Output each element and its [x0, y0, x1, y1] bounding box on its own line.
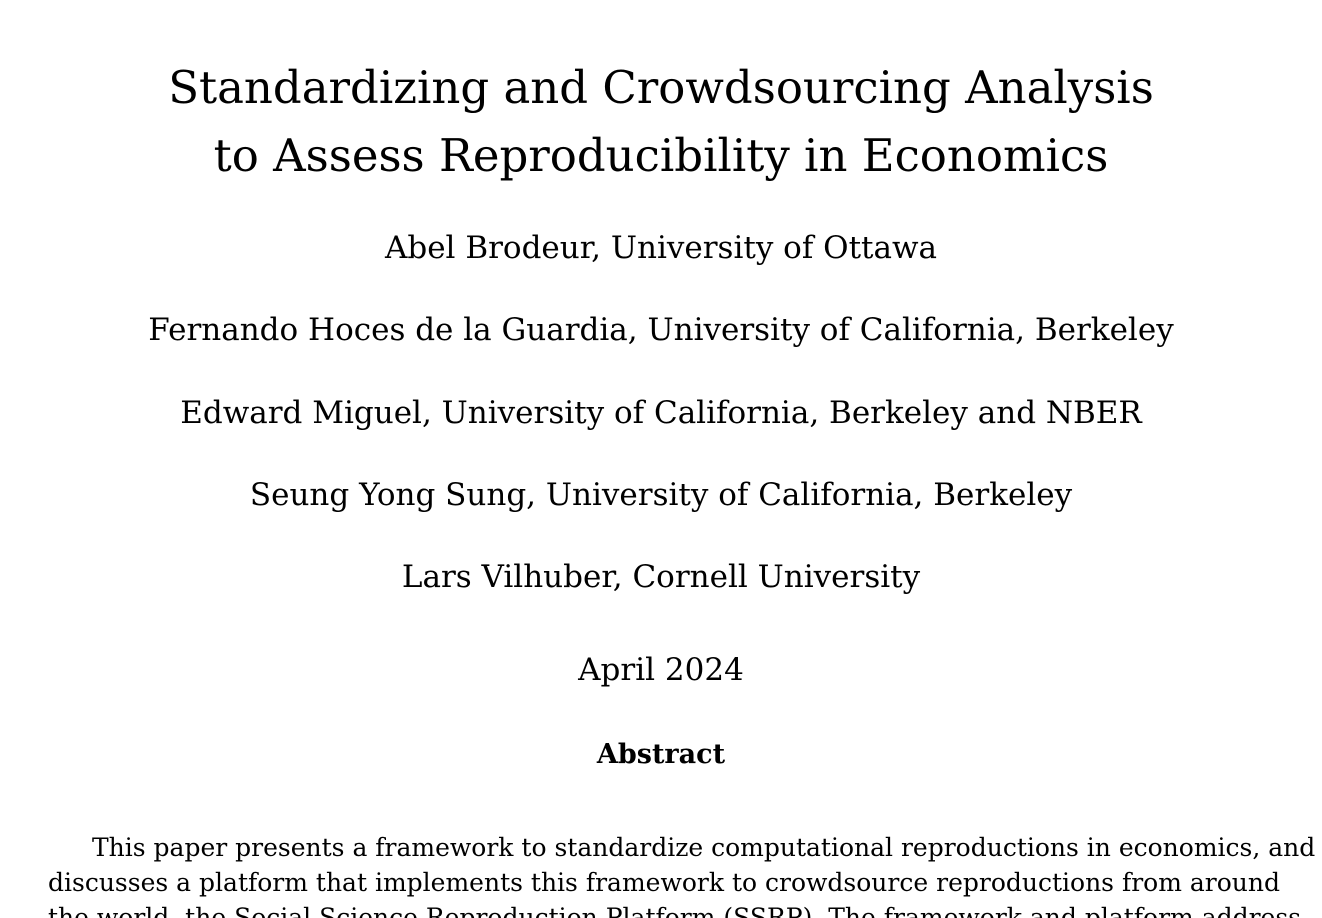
paper-title: Standardizing and Crowdsourcing Analysis… [0, 54, 1322, 190]
title-line-2: to Assess Reproducibility in Economics [213, 129, 1109, 182]
publication-date: April 2024 [578, 652, 744, 688]
author-2: Fernando Hoces de la Guardia, University… [148, 312, 1174, 348]
title-line-1: Standardizing and Crowdsourcing Analysis [168, 61, 1154, 114]
abstract-line-2: discusses a platform that implements thi… [48, 868, 1280, 897]
author-3: Edward Miguel, University of California,… [180, 395, 1142, 431]
author-5: Lars Vilhuber, Cornell University [401, 559, 921, 595]
author-4: Seung Yong Sung, University of Californi… [249, 477, 1073, 513]
abstract-heading: Abstract [596, 739, 726, 770]
abstract-body: This paper presents a framework to stand… [48, 830, 1316, 918]
abstract-line-3: the world, the Social Science Reproducti… [48, 903, 1302, 918]
author-1: Abel Brodeur, University of Ottawa [384, 230, 938, 266]
abstract-line-1: This paper presents a framework to stand… [92, 833, 1316, 862]
